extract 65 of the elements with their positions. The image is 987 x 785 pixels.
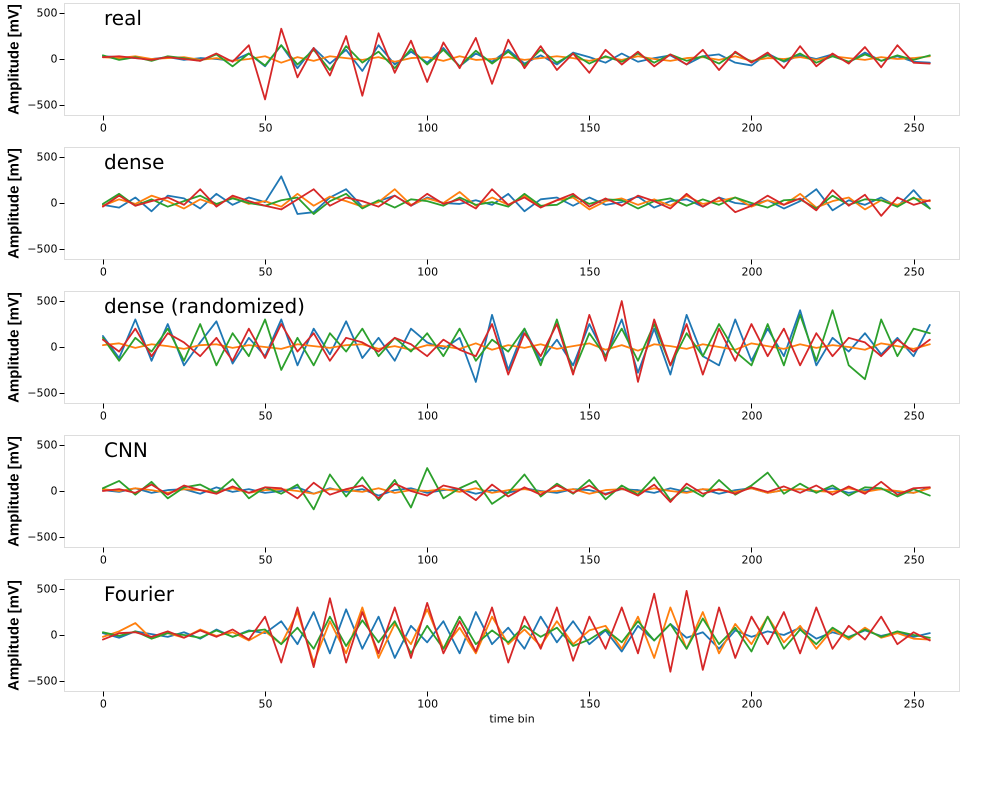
annotation: real <box>104 6 142 30</box>
y-tick-label: 500 <box>36 294 58 308</box>
x-tick-label: 150 <box>579 122 600 134</box>
y-axis-title: Amplitude [mV] <box>5 580 22 691</box>
y-tick-label: −500 <box>27 242 58 256</box>
line-series <box>102 616 931 654</box>
x-tick-label: 250 <box>904 554 925 566</box>
y-axis-title: Amplitude [mV] <box>5 148 22 259</box>
x-tick-label: 100 <box>417 266 438 278</box>
x-tick-label: 150 <box>579 554 600 566</box>
line-series <box>102 342 931 352</box>
y-tick-label: 500 <box>36 6 58 20</box>
x-tick-label: 250 <box>904 122 925 134</box>
y-tick-label: 500 <box>36 150 58 164</box>
y-tick-label: 0 <box>50 484 58 498</box>
y-axis-title: Amplitude [mV] <box>5 4 22 115</box>
x-tick-label: 50 <box>258 554 273 566</box>
line-series <box>102 467 931 510</box>
line-series <box>102 28 931 100</box>
x-tick-label: 100 <box>417 698 438 710</box>
x-tick-label: 0 <box>100 698 107 710</box>
x-tick-label: 250 <box>904 698 925 710</box>
annotation: dense <box>104 150 164 174</box>
x-tick-label: 100 <box>417 554 438 566</box>
x-tick-label: 150 <box>579 410 600 422</box>
x-tick-label: 200 <box>741 122 762 134</box>
x-tick-label: 200 <box>741 698 762 710</box>
y-tick-label: 0 <box>50 52 58 66</box>
line-series <box>102 188 931 217</box>
y-tick-label: 500 <box>36 582 58 596</box>
y-tick-label: −500 <box>27 98 58 112</box>
y-tick-label: −500 <box>27 530 58 544</box>
line-series <box>102 175 931 215</box>
annotation: CNN <box>104 438 148 462</box>
y-axis-title: Amplitude [mV] <box>5 436 22 547</box>
x-tick-label: 0 <box>100 410 107 422</box>
x-tick-label: 200 <box>741 410 762 422</box>
x-tick-label: 100 <box>417 410 438 422</box>
x-tick-label: 100 <box>417 122 438 134</box>
x-axis-title: time bin <box>489 712 535 726</box>
x-tick-label: 200 <box>741 554 762 566</box>
x-tick-label: 250 <box>904 266 925 278</box>
line-series <box>102 192 931 215</box>
x-tick-label: 50 <box>258 410 273 422</box>
x-tick-label: 150 <box>579 698 600 710</box>
x-tick-label: 50 <box>258 122 273 134</box>
y-tick-label: −500 <box>27 386 58 400</box>
x-tick-label: 200 <box>741 266 762 278</box>
x-tick-label: 50 <box>258 698 273 710</box>
x-tick-label: 0 <box>100 266 107 278</box>
annotation: dense (randomized) <box>104 294 305 318</box>
y-axis-title: Amplitude [mV] <box>5 292 22 403</box>
x-tick-label: 50 <box>258 266 273 278</box>
x-tick-label: 250 <box>904 410 925 422</box>
y-tick-label: 500 <box>36 438 58 452</box>
y-tick-label: −500 <box>27 674 58 688</box>
line-series <box>102 480 931 503</box>
y-tick-label: 0 <box>50 340 58 354</box>
x-tick-label: 150 <box>579 266 600 278</box>
y-tick-label: 0 <box>50 196 58 210</box>
annotation: Fourier <box>104 582 175 606</box>
x-tick-label: 0 <box>100 122 107 134</box>
line-series <box>102 188 931 210</box>
x-tick-label: 0 <box>100 554 107 566</box>
y-tick-label: 0 <box>50 628 58 642</box>
